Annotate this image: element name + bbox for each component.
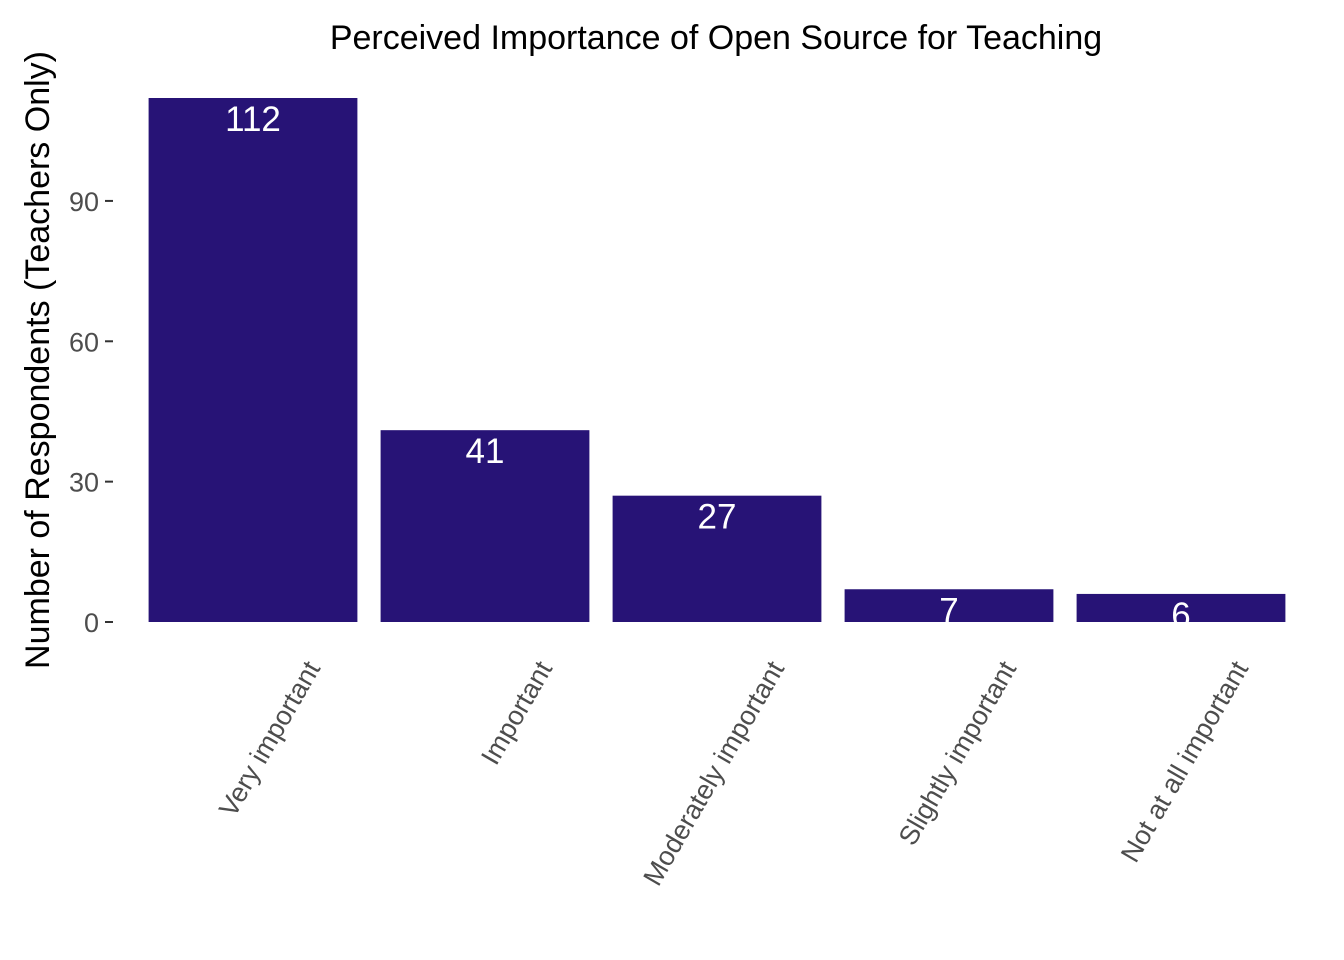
chart-title: Perceived Importance of Open Source for … — [330, 19, 1102, 57]
y-tick-label: 30 — [69, 468, 99, 498]
x-tick-label: Very important — [213, 656, 326, 822]
y-axis: 0 30 60 90 — [69, 187, 113, 638]
bar-value-label: 112 — [225, 100, 281, 139]
x-axis: Very important Important Moderately import… — [213, 656, 1254, 891]
bar — [844, 589, 1054, 622]
y-axis-title: Number of Respondents (Teachers Only) — [19, 51, 57, 669]
x-tick-label: Moderately important — [637, 656, 790, 891]
x-tick-label: Slightly important — [893, 656, 1023, 851]
y-tick-label: 0 — [84, 608, 99, 638]
bar-value-label: 6 — [1171, 596, 1190, 635]
bar-value-label: 41 — [466, 432, 505, 471]
bar — [148, 98, 358, 622]
bar — [612, 495, 822, 622]
bar — [1076, 593, 1286, 622]
y-tick-label: 60 — [69, 327, 99, 357]
x-tick-label: Not at all important — [1115, 656, 1255, 868]
bar-value-label: 7 — [939, 591, 958, 630]
bar-value-label: 27 — [698, 498, 737, 537]
value-labels: 112 41 27 7 6 — [225, 100, 1191, 635]
bars — [148, 98, 1286, 622]
y-tick-label: 90 — [69, 187, 99, 217]
bar — [380, 430, 590, 622]
x-tick-label: Important — [475, 656, 558, 770]
